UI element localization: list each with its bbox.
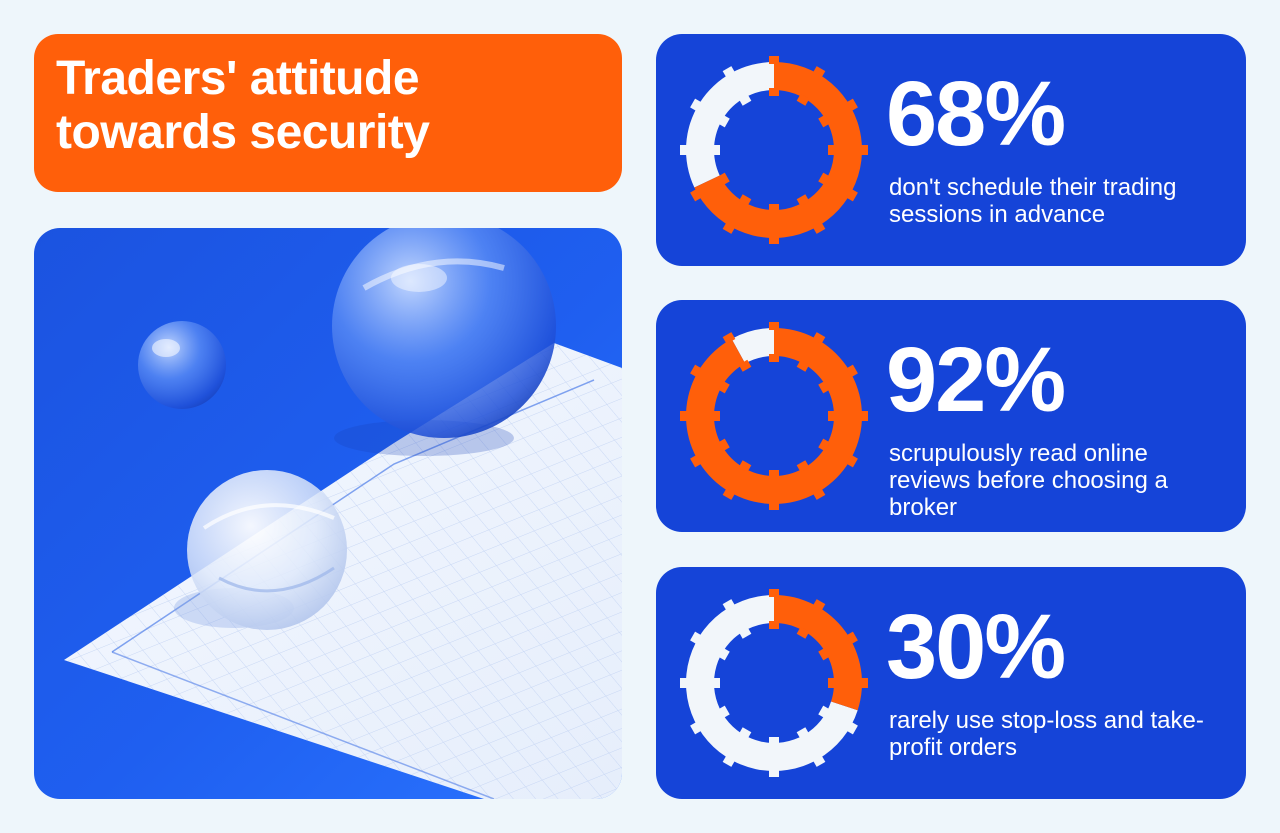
donut-tick <box>690 98 703 112</box>
donut-tick <box>845 454 858 468</box>
donut-tick <box>722 599 736 612</box>
donut-tick-inner <box>717 647 730 661</box>
donut-tick <box>845 364 858 378</box>
stat-card-2: 92% scrupulously read online reviews bef… <box>656 300 1246 532</box>
donut-tick-inner <box>796 727 810 740</box>
donut-1-value-arc <box>694 62 862 238</box>
donut-tick <box>722 332 736 345</box>
glass-spheres-illustration <box>34 228 622 799</box>
donut-tick <box>690 364 703 378</box>
donut-tick-inner <box>818 705 831 719</box>
donut-tick <box>812 599 826 612</box>
donut-tick <box>722 66 736 79</box>
donut-tick <box>722 754 736 767</box>
donut-chart-1 <box>680 56 868 244</box>
donut-tick-inner <box>796 460 810 473</box>
donut-tick <box>722 487 736 500</box>
donut-3-ticks <box>680 589 868 777</box>
donut-1-ticks <box>680 56 868 244</box>
donut-tick-inner <box>717 380 730 394</box>
title-line-1: Traders' attitude <box>56 52 420 105</box>
donut-2-ticks <box>680 322 868 510</box>
donut-2-remainder <box>731 328 774 364</box>
donut-3-value-arc <box>774 595 862 711</box>
title-line-2: towards security <box>56 106 430 159</box>
donut-tick <box>845 631 858 645</box>
donut-tick <box>812 221 826 234</box>
donut-tick-inner <box>796 359 810 372</box>
stat-1-percent: 68% <box>886 63 1066 165</box>
donut-tick-inner <box>818 647 831 661</box>
donut-tick-inner <box>717 705 730 719</box>
stat-card-3: 30% rarely use stop-loss and take-profit… <box>656 567 1246 799</box>
stat-card-1: 68% don't schedule their trading session… <box>656 34 1246 266</box>
donut-tick-inner <box>738 93 752 106</box>
donut-tick <box>812 332 826 345</box>
donut-chart-3 <box>680 589 868 777</box>
donut-tick-inner <box>818 380 831 394</box>
stat-3-percent: 30% <box>886 596 1066 698</box>
donut-tick <box>690 454 703 468</box>
donut-tick <box>812 66 826 79</box>
donut-tick-inner <box>796 626 810 639</box>
donut-tick <box>690 188 703 202</box>
donut-tick-inner <box>738 727 752 740</box>
donut-tick-inner <box>818 114 831 128</box>
donut-chart-2 <box>680 322 868 510</box>
donut-tick-inner <box>796 194 810 207</box>
donut-tick <box>845 721 858 735</box>
donut-tick <box>845 98 858 112</box>
stat-2-percent: 92% <box>886 329 1066 431</box>
donut-tick <box>812 754 826 767</box>
donut-tick <box>690 631 703 645</box>
donut-tick-inner <box>717 114 730 128</box>
donut-tick-inner <box>818 172 831 186</box>
donut-tick-inner <box>738 626 752 639</box>
title-banner: Traders' attitude towards security <box>34 34 622 192</box>
donut-1-remainder <box>686 62 774 188</box>
donut-tick <box>812 487 826 500</box>
donut-tick <box>845 188 858 202</box>
donut-tick <box>722 221 736 234</box>
donut-3-remainder <box>686 595 858 771</box>
stat-3-description: rarely use stop-loss and take-profit ord… <box>889 707 1204 761</box>
stat-1-description: don't schedule their trading sessions in… <box>889 174 1177 228</box>
stat-2-description: scrupulously read online reviews before … <box>889 440 1168 521</box>
donut-tick-inner <box>717 438 730 452</box>
donut-tick-inner <box>818 438 831 452</box>
donut-tick-inner <box>717 172 730 186</box>
donut-tick <box>690 721 703 735</box>
donut-tick-inner <box>738 194 752 207</box>
donut-tick-inner <box>738 359 752 372</box>
donut-tick-inner <box>738 460 752 473</box>
donut-tick-inner <box>796 93 810 106</box>
donut-2-value-arc <box>686 328 862 504</box>
